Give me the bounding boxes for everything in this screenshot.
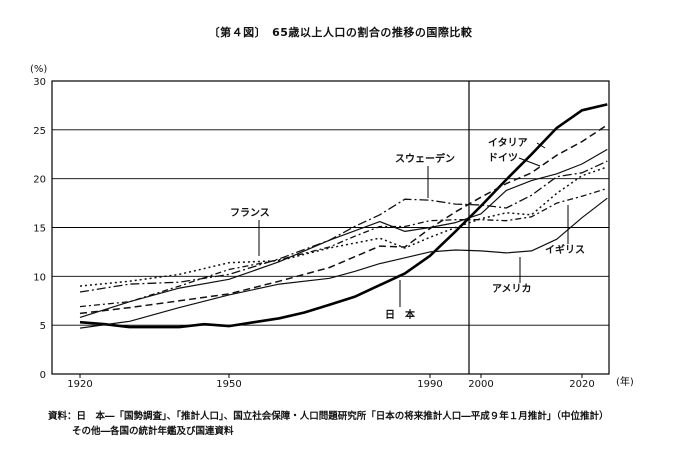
x-tick-label: 2000 <box>468 379 493 390</box>
y-tick-label: 5 <box>40 321 46 332</box>
y-tick-label: 20 <box>33 175 46 186</box>
y-unit-label: (%) <box>30 64 47 75</box>
series-line <box>79 160 608 293</box>
series-line <box>79 166 608 287</box>
series-label: イタリア <box>488 137 528 149</box>
x-unit-label: (年) <box>616 375 634 388</box>
y-tick-label: 25 <box>33 126 46 137</box>
source-note: 資料：日 本―「国勢調査」、「推計人口」、国立社会保障・人口問題研究所「日本の将… <box>48 409 609 439</box>
plot-frame <box>51 80 610 375</box>
annotation-leader <box>518 157 541 167</box>
x-tick-label: 1920 <box>67 379 92 390</box>
y-tick-label: 15 <box>33 224 46 235</box>
x-tick-label: 1990 <box>417 379 442 390</box>
series-label: アメリカ <box>492 283 532 295</box>
series-label: フランス <box>230 207 270 219</box>
series-label: ドイツ <box>488 152 518 164</box>
y-axis-ticks: 0 5 10 15 20 25 30 <box>33 77 46 381</box>
x-tick-label: 1950 <box>216 379 241 390</box>
x-tick-label: 2020 <box>569 379 594 390</box>
y-tick-label: 30 <box>33 77 46 88</box>
source-line-1: 資料：日 本―「国勢調査」、「推計人口」、国立社会保障・人口問題研究所「日本の将… <box>48 411 609 422</box>
series-line <box>79 148 608 318</box>
y-tick-label: 0 <box>40 370 46 381</box>
series-line <box>79 103 608 329</box>
series-label: スウェーデン <box>395 152 455 165</box>
series-label: イギリス <box>545 243 585 256</box>
series-line <box>79 124 608 315</box>
y-tick-label: 10 <box>33 272 46 283</box>
x-axis-ticks: 1920 1950 1990 2000 2020 <box>67 374 595 390</box>
annotation-leader <box>536 142 546 149</box>
series-lines <box>79 103 608 329</box>
series-line <box>79 197 608 329</box>
series-line <box>79 187 608 308</box>
series-label: 日 本 <box>385 308 416 321</box>
source-line-2: その他―各国の統計年鑑及び国連資料 <box>72 426 234 437</box>
figure-title: 〔第４図〕 65歳以上人口の割合の推移の国際比較 <box>208 26 473 39</box>
